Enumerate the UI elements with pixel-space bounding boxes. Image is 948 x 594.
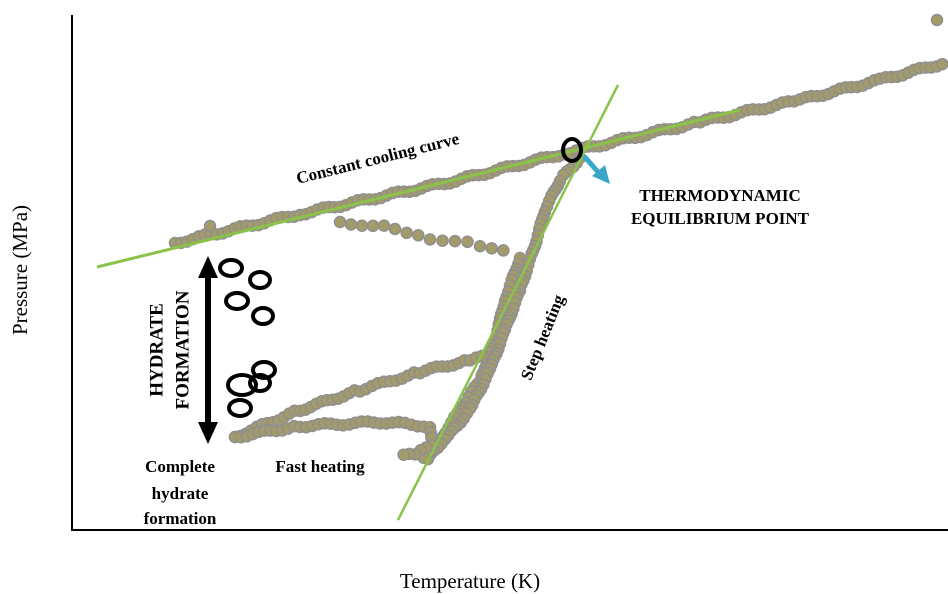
hydrate-clouds [218,258,277,418]
data-point [344,218,358,231]
hydrate-arrow [198,256,218,444]
data-point [485,242,498,255]
data-point [461,235,474,249]
y-axis-label: Pressure (MPa) [8,205,32,335]
step-heating-fit-line [396,84,620,521]
equilibrium-arrow [582,154,610,184]
cooling-fit-line [96,108,741,269]
data-point [203,219,217,233]
data-point [436,234,449,247]
data-point [448,234,462,248]
step-heating-label: Step heating [517,292,569,383]
equilibrium-label: EQUILIBRIUM POINT [631,209,810,228]
complete-label: hydrate [152,484,209,503]
data-point [388,222,402,236]
data-point [497,244,510,257]
data-points [168,13,948,466]
equilibrium-label: THERMODYNAMIC [639,186,801,205]
complete-label: formation [144,509,217,528]
data-point [423,233,437,246]
data-point [930,13,944,27]
data-point [936,57,948,71]
data-point [397,448,410,461]
data-point [377,219,391,232]
data-point [355,219,369,233]
data-point [412,229,425,242]
x-axis-label: Temperature (K) [400,569,540,593]
hydrate-label: HYDRATE [146,303,167,397]
data-point [366,219,380,233]
data-point [473,240,487,253]
data-point [333,215,347,229]
complete-label: Complete [145,457,215,476]
data-point [400,226,413,240]
fast-heating-label: Fast heating [275,457,365,476]
equilibrium-marker [561,137,583,163]
hydrate-label: FORMATION [172,290,193,409]
